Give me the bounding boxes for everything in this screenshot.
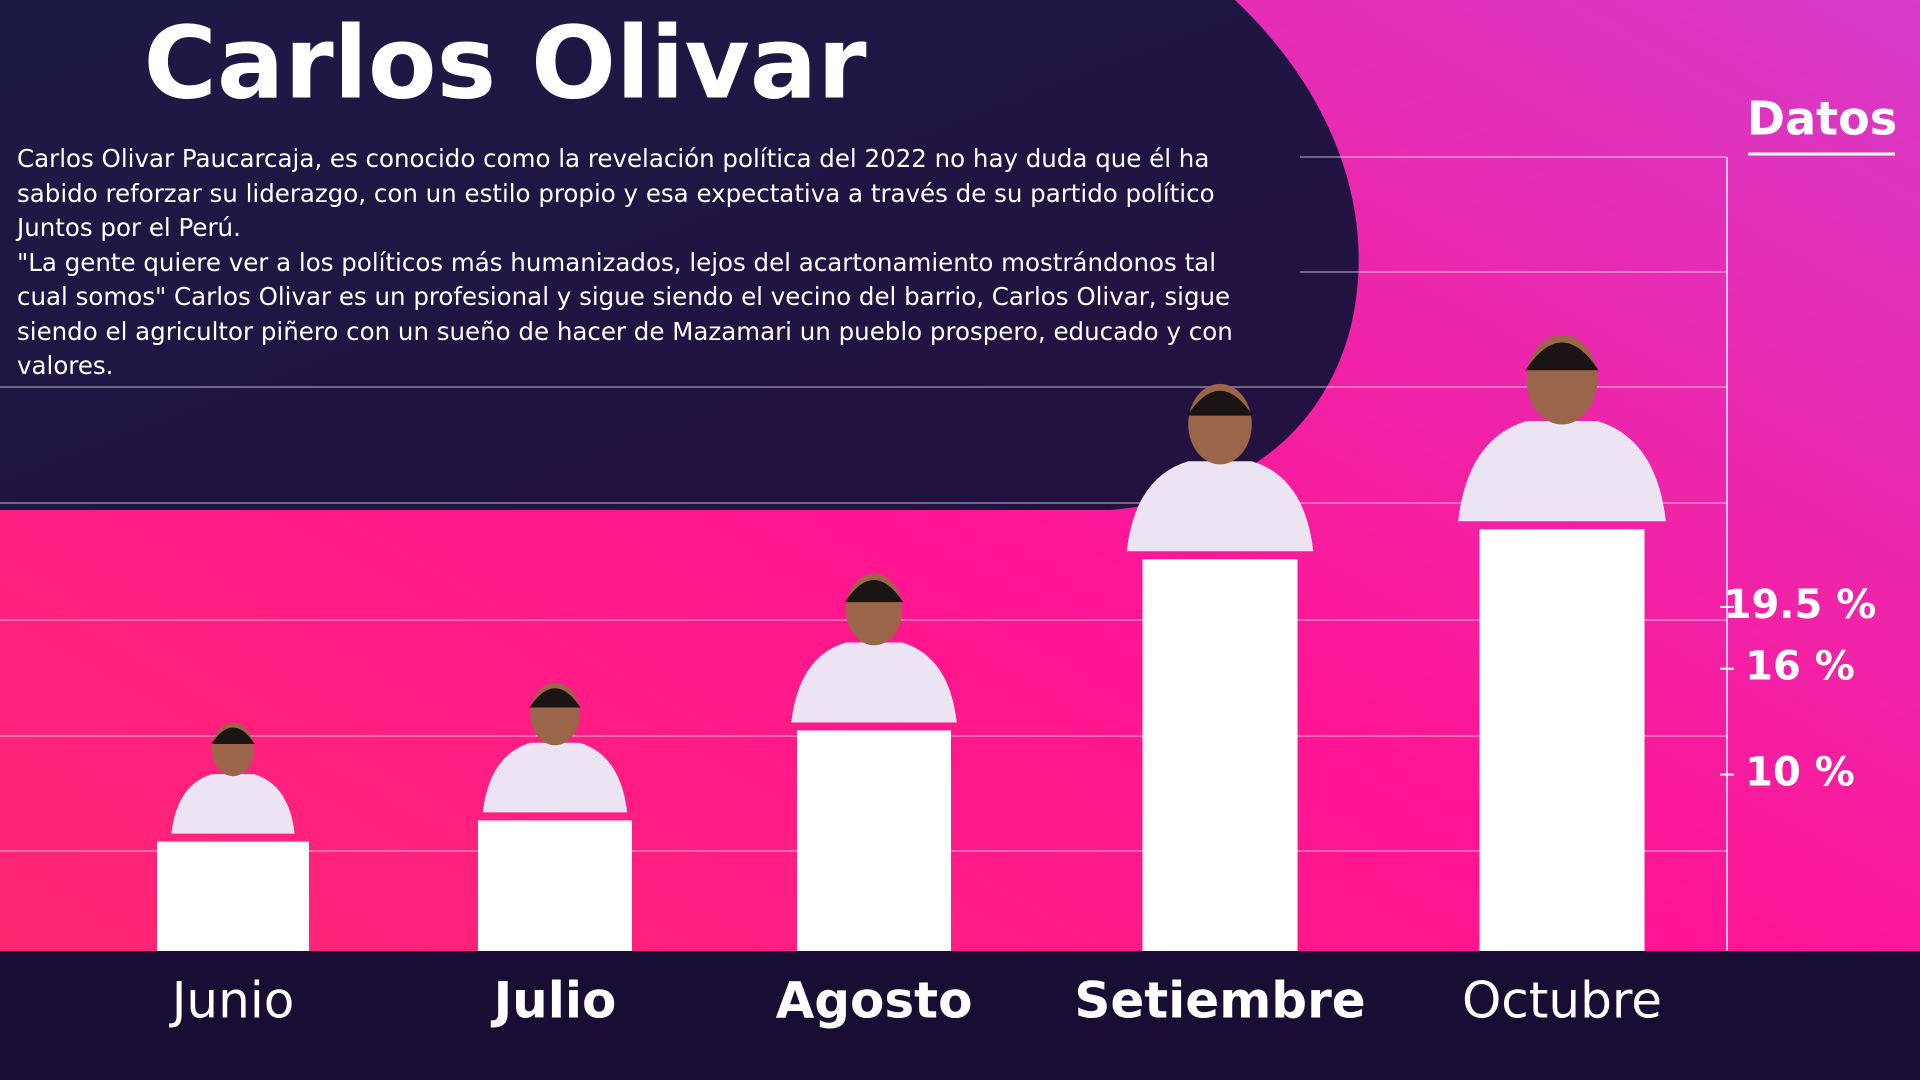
person-shirt bbox=[171, 774, 295, 834]
x-tick-label: Junio bbox=[169, 972, 295, 1030]
x-tick-label: Setiembre bbox=[1074, 972, 1365, 1030]
axis-title: Datos bbox=[1747, 92, 1897, 146]
x-tick-label: Octubre bbox=[1462, 972, 1662, 1030]
x-tick-label: Agosto bbox=[776, 972, 973, 1030]
bar bbox=[797, 730, 951, 951]
person-shirt bbox=[1126, 461, 1314, 552]
paragraph: "La gente quiere ver a los políticos más… bbox=[17, 247, 1233, 381]
person-shirt bbox=[482, 742, 628, 813]
person-shirt bbox=[791, 642, 957, 723]
person-hair bbox=[1187, 390, 1253, 416]
person-hair bbox=[1525, 342, 1599, 371]
description: Carlos Olivar Paucarcaja, es conocido co… bbox=[17, 142, 1262, 384]
person-hair bbox=[529, 688, 581, 708]
bar bbox=[157, 841, 309, 951]
y-tick-label: 10 % bbox=[1745, 750, 1855, 796]
y-tick-label: 16 % bbox=[1745, 644, 1855, 690]
footer-band bbox=[0, 951, 1920, 1080]
paragraph: Carlos Olivar Paucarcaja, es conocido co… bbox=[17, 144, 1215, 242]
x-tick-label: Julio bbox=[491, 972, 617, 1030]
person-hair bbox=[211, 727, 255, 745]
header-panel bbox=[0, 0, 1359, 510]
bar bbox=[1142, 559, 1298, 951]
person-hair bbox=[844, 580, 904, 603]
person-shirt bbox=[1458, 420, 1666, 522]
chart-title: Carlos Olivar bbox=[143, 4, 867, 121]
bar bbox=[1479, 529, 1645, 951]
y-tick-label: 19.5 % bbox=[1724, 582, 1877, 628]
bar bbox=[478, 820, 632, 951]
